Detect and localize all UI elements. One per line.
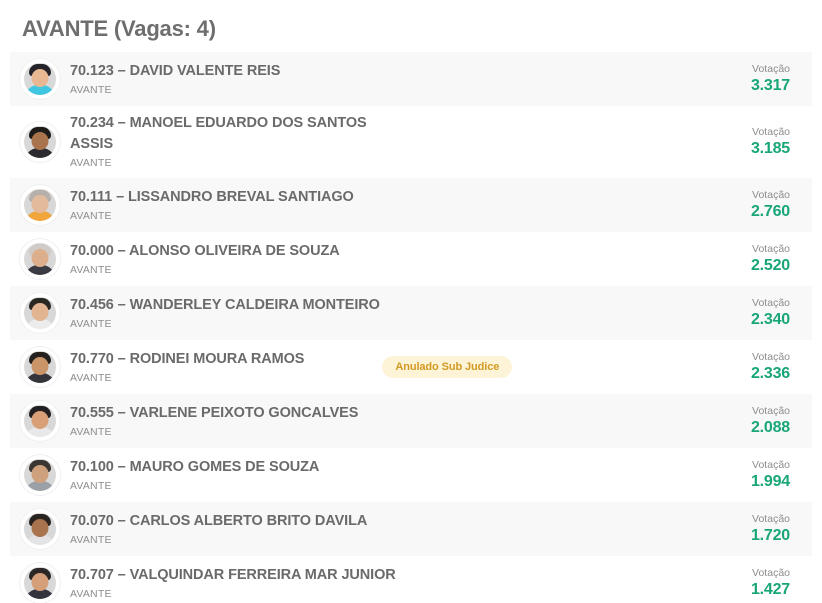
candidate-name: 70.123 – DAVID VALENTE REIS — [70, 62, 281, 79]
vote-block: Votação 2.340 — [708, 296, 800, 330]
vote-count: 2.520 — [750, 257, 790, 274]
vote-count: 3.185 — [750, 140, 790, 157]
avatar — [20, 293, 60, 333]
vote-block: Votação 1.720 — [708, 512, 800, 546]
vote-label: Votação — [752, 243, 790, 255]
candidate-row[interactable]: 70.123 – DAVID VALENTE REIS AVANTE Votação… — [10, 52, 812, 106]
candidate-party: AVANTE — [70, 425, 112, 438]
candidate-row[interactable]: 70.070 – CARLOS ALBERTO BRITO DAVILA AVAN… — [10, 502, 812, 556]
candidate-row[interactable]: 70.000 – ALONSO OLIVEIRA DE SOUZA AVANTE V… — [10, 232, 812, 286]
vote-label: Votação — [752, 405, 790, 417]
candidate-party: AVANTE — [70, 317, 112, 330]
vote-label: Votação — [752, 513, 790, 525]
vote-block: Votação 2.760 — [708, 188, 800, 222]
candidate-info: 70.707 – VALQUINDAR FERREIRA MAR JUNIOR A… — [70, 565, 404, 602]
candidate-party: AVANTE — [70, 587, 112, 600]
avatar-photo-icon — [24, 63, 56, 95]
candidate-info: 70.234 – MANOEL EDUARDO DOS SANTOS ASSIS… — [70, 113, 410, 171]
candidate-info: 70.070 – CARLOS ALBERTO BRITO DAVILA AVAN… — [70, 511, 375, 548]
candidate-info: 70.555 – VARLENE PEIXOTO GONCALVES AVANTE — [70, 403, 366, 440]
vote-label: Votação — [752, 351, 790, 363]
avatar — [20, 401, 60, 441]
vote-block: Votação 3.317 — [708, 62, 800, 96]
candidate-row[interactable]: 70.555 – VARLENE PEIXOTO GONCALVES AVANTE… — [10, 394, 812, 448]
candidate-party: AVANTE — [70, 533, 112, 546]
avatar-photo-icon — [24, 297, 56, 329]
candidate-name: 70.000 – ALONSO OLIVEIRA DE SOUZA — [70, 242, 340, 259]
avatar — [20, 122, 60, 162]
candidate-row[interactable]: 70.770 – RODINEI MOURA RAMOS AVANTE Anulad… — [10, 340, 812, 394]
candidate-info: 70.770 – RODINEI MOURA RAMOS AVANTE — [70, 349, 312, 386]
vote-block: Votação 2.088 — [708, 404, 800, 438]
vote-block: Votação 1.427 — [708, 566, 800, 600]
avatar — [20, 239, 60, 279]
vote-count: 1.720 — [750, 527, 790, 544]
avatar — [20, 59, 60, 99]
vote-count: 2.340 — [750, 311, 790, 328]
vote-count: 2.760 — [750, 203, 790, 220]
candidate-info: 70.100 – MAURO GOMES DE SOUZA AVANTE — [70, 457, 327, 494]
candidate-row[interactable]: 70.707 – VALQUINDAR FERREIRA MAR JUNIOR A… — [10, 556, 812, 603]
avatar — [20, 347, 60, 387]
avatar — [20, 509, 60, 549]
vote-label: Votação — [752, 189, 790, 201]
avatar-photo-icon — [24, 189, 56, 221]
candidate-party: AVANTE — [70, 157, 112, 169]
candidate-party: AVANTE — [70, 371, 112, 384]
vote-label: Votação — [752, 297, 790, 309]
candidate-party: AVANTE — [70, 479, 112, 492]
candidate-name: 70.707 – VALQUINDAR FERREIRA MAR JUNIOR — [70, 566, 396, 583]
candidate-party: AVANTE — [70, 83, 112, 96]
vote-count: 1.427 — [750, 581, 790, 598]
vote-label: Votação — [752, 459, 790, 471]
candidate-name: 70.100 – MAURO GOMES DE SOUZA — [70, 458, 320, 475]
candidate-row[interactable]: 70.234 – MANOEL EDUARDO DOS SANTOS ASSIS… — [10, 106, 812, 178]
avatar — [20, 563, 60, 603]
candidate-party: AVANTE — [70, 209, 112, 222]
vote-block: Votação 1.994 — [708, 458, 800, 492]
vote-label: Votação — [752, 63, 790, 75]
vote-count: 1.994 — [750, 473, 790, 490]
candidate-info: 70.123 – DAVID VALENTE REIS AVANTE — [70, 61, 288, 98]
vote-label: Votação — [752, 567, 790, 579]
avatar-photo-icon — [24, 405, 56, 437]
avatar-photo-icon — [24, 459, 56, 491]
vote-block: Votação 2.336 — [708, 350, 800, 384]
vote-label: Votação — [752, 126, 790, 138]
avatar-photo-icon — [24, 513, 56, 545]
avatar-photo-icon — [24, 243, 56, 275]
candidate-name: 70.456 – WANDERLEY CALDEIRA MONTEIRO — [70, 296, 380, 313]
vote-count: 2.088 — [750, 419, 790, 436]
vote-block: Votação 3.185 — [708, 125, 800, 159]
candidate-name: 70.234 – MANOEL EDUARDO DOS SANTOS ASSIS — [70, 115, 367, 152]
vote-count: 2.336 — [750, 365, 790, 382]
candidate-name: 70.070 – CARLOS ALBERTO BRITO DAVILA — [70, 512, 368, 529]
avatar-photo-icon — [24, 351, 56, 383]
avatar-photo-icon — [24, 126, 56, 158]
candidate-info: 70.111 – LISSANDRO BREVAL SANTIAGO AVANTE — [70, 187, 362, 224]
badge-zone: Anulado Sub Judice — [312, 356, 708, 378]
candidate-info: 70.000 – ALONSO OLIVEIRA DE SOUZA AVANTE — [70, 241, 348, 278]
candidate-row[interactable]: 70.100 – MAURO GOMES DE SOUZA AVANTE Votaç… — [10, 448, 812, 502]
candidate-list: 70.123 – DAVID VALENTE REIS AVANTE Votação… — [10, 52, 812, 603]
avatar — [20, 455, 60, 495]
candidate-name: 70.770 – RODINEI MOURA RAMOS — [70, 350, 305, 367]
status-badge[interactable]: Anulado Sub Judice — [382, 356, 513, 378]
candidate-name: 70.555 – VARLENE PEIXOTO GONCALVES — [70, 404, 359, 421]
page-title: AVANTE (Vagas: 4) — [22, 16, 216, 41]
avatar-photo-icon — [24, 567, 56, 599]
vote-count: 3.317 — [750, 77, 790, 94]
vote-block: Votação 2.520 — [708, 242, 800, 276]
candidate-info: 70.456 – WANDERLEY CALDEIRA MONTEIRO AVAN… — [70, 295, 388, 332]
candidate-name: 70.111 – LISSANDRO BREVAL SANTIAGO — [70, 188, 354, 205]
candidate-row[interactable]: 70.456 – WANDERLEY CALDEIRA MONTEIRO AVAN… — [10, 286, 812, 340]
avatar — [20, 185, 60, 225]
candidate-party: AVANTE — [70, 263, 112, 276]
candidate-row[interactable]: 70.111 – LISSANDRO BREVAL SANTIAGO AVANTE… — [10, 178, 812, 232]
